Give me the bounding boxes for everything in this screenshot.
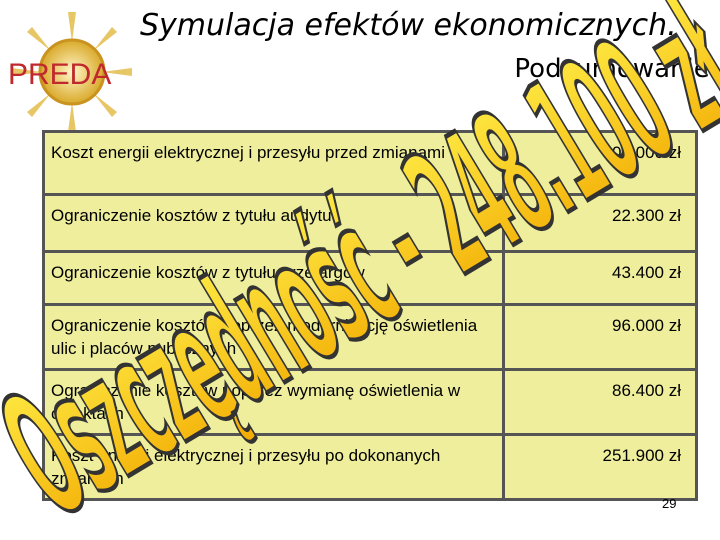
logo-sun [12, 12, 132, 130]
amount-cell: 43.400 zł [502, 250, 698, 306]
amount-cell: 500.000 zł [502, 130, 698, 196]
amount-cell: 96.000 zł [502, 303, 698, 371]
table-row: Koszt energii elektrycznej i przesyłu po… [42, 433, 698, 501]
logo: PREDA [8, 12, 132, 130]
label-cell: Koszt energii elektrycznej i przesyłu pr… [42, 130, 505, 196]
logo-text: PREDA [8, 58, 111, 91]
subtitle: Podsumowanie. [514, 54, 718, 84]
label-cell: Ograniczenie kosztów poprzez modernizacj… [42, 303, 505, 371]
label-cell: Ograniczenie kosztów z tytułu audytu [42, 193, 505, 253]
table-row: Koszt energii elektrycznej i przesyłu pr… [42, 130, 698, 196]
table-row: Ograniczenie kosztów z tytułu audytu 22.3… [42, 193, 698, 253]
table-row: Ograniczenie kosztów poprzez modernizacj… [42, 303, 698, 371]
title: Symulacja efektów ekonomicznych. [140, 8, 677, 43]
summary-table: Koszt energii elektrycznej i przesyłu pr… [42, 130, 698, 501]
label-cell: Koszt energii elektrycznej i przesyłu po… [42, 433, 505, 501]
table-row: Ograniczenie kosztów poprzez wymianę ośw… [42, 368, 698, 436]
label-cell: Ograniczenie kosztów poprzez wymianę ośw… [42, 368, 505, 436]
page-number: 29 [662, 496, 677, 511]
label-cell: Ograniczenie kosztów z tytułu przetargów [42, 250, 505, 306]
amount-cell: 22.300 zł [502, 193, 698, 253]
table-row: Ograniczenie kosztów z tytułu przetargów… [42, 250, 698, 306]
amount-cell: 86.400 zł [502, 368, 698, 436]
amount-cell: 251.900 zł [502, 433, 698, 501]
